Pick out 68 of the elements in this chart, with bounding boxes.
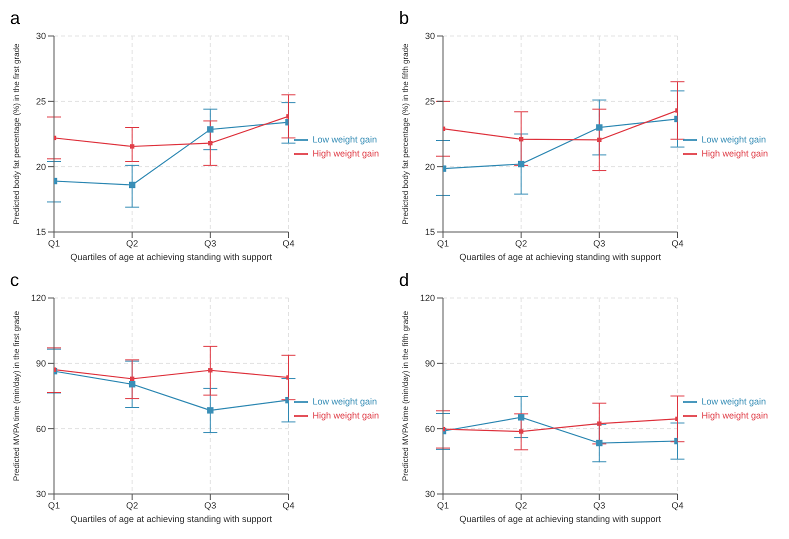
legend-label: High weight gain [312,410,379,420]
legend-label: High weight gain [312,148,379,158]
x-tick-label: Q2 [126,238,138,248]
x-tick-label: Q4 [282,500,294,510]
x-tick-label: Q2 [515,238,528,248]
y-tick-label: 60 [424,424,435,434]
x-axis-title: Quartiles of age at achieving standing with support [70,514,273,524]
chart-title: c [9,270,20,290]
x-tick-label: Q1 [48,500,60,510]
line-series [54,114,288,149]
y-tick-label: 15 [424,227,435,238]
y-tick-label: 90 [424,358,435,369]
y-tick-label: 30 [424,31,435,42]
point [596,440,602,446]
x-axis-title: Quartiles of age at achieving standing with support [459,252,662,262]
chart-title: b [398,8,410,28]
y-tick-label: 15 [36,227,46,238]
x-tick-label: Q2 [515,500,528,510]
y-tick-label: 60 [36,424,46,434]
point [597,138,602,142]
x-tick-label: Q3 [204,500,216,510]
point [130,144,134,149]
legend-label: High weight gain [701,410,768,420]
chart-title: d [398,270,410,290]
legend-label: Low weight gain [701,396,766,406]
y-tick-label: 30 [36,31,46,42]
x-axis-title: Quartiles of age at achieving standing with support [459,514,662,524]
x-tick-label: Q4 [282,238,294,248]
y-tick-label: 30 [424,489,435,500]
x-tick-label: Q4 [671,238,684,248]
y-axis-title: Predicted MVPA time (min/day) in the first grade [12,310,21,482]
x-tick-label: Q3 [204,238,216,248]
y-axis-title: Predicted body fat percentage (%) in the fifth grade [400,42,410,224]
y-tick-label: 20 [36,162,46,172]
y-tick-label: 120 [420,293,435,304]
line-series [54,367,288,381]
legend-label: High weight gain [701,148,768,158]
x-tick-label: Q2 [126,500,138,510]
x-tick-label: Q3 [593,500,606,510]
point [518,137,524,142]
legend-label: Low weight gain [701,134,766,144]
line-series [443,416,678,434]
x-tick-label: Q1 [436,500,450,510]
y-axis-title: Predicted body fat percentage (%) in the first grade [12,42,21,224]
point [597,421,602,426]
y-tick-label: 20 [424,162,435,172]
y-axis-title: Predicted MVPA time (min/day) in the fifth grade [400,310,410,482]
y-tick-label: 25 [36,96,46,107]
x-tick-label: Q4 [671,500,684,510]
point [208,140,212,146]
point [518,429,524,434]
legend-label: Low weight gain [312,396,377,406]
x-tick-label: Q3 [593,238,606,248]
point [208,368,212,372]
x-tick-label: Q1 [48,238,60,248]
point [130,376,134,381]
chart-title: a [9,8,22,28]
line-series [443,108,678,142]
point [596,124,602,131]
y-tick-label: 25 [424,96,435,107]
y-tick-label: 90 [36,358,46,369]
y-tick-label: 120 [30,293,46,304]
legend-label: Low weight gain [312,134,377,144]
point [207,126,214,133]
x-tick-label: Q1 [436,238,450,248]
point [207,407,214,414]
x-axis-title: Quartiles of age at achieving standing with support [70,252,273,262]
y-tick-label: 30 [36,489,46,500]
